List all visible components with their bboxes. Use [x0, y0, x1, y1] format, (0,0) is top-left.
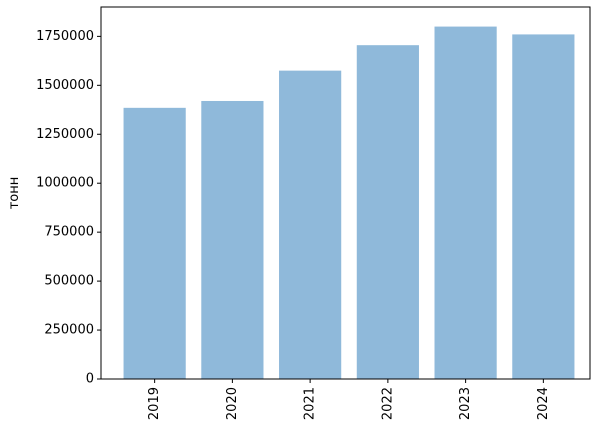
y-tick-label: 250000 [44, 323, 94, 338]
y-tick-label: 500000 [44, 274, 94, 289]
bar [434, 26, 497, 379]
bar [201, 100, 264, 380]
x-tick-label: 2021 [303, 387, 318, 420]
y-tick-label: 0 [86, 372, 94, 387]
bar [279, 70, 342, 379]
y-tick-label: 1500000 [36, 78, 94, 93]
plot-frame [100, 6, 591, 380]
bar [356, 45, 419, 379]
y-tick-label: 750000 [44, 225, 94, 240]
y-tick-label: 1000000 [36, 176, 94, 191]
x-tick-label: 2019 [147, 387, 162, 420]
y-tick-label: 1250000 [36, 127, 94, 142]
bar [123, 107, 186, 380]
y-axis-label: тонн [7, 177, 22, 210]
x-tick-label: 2023 [458, 387, 473, 420]
x-tick-label: 2024 [536, 387, 551, 420]
bar [512, 34, 575, 380]
y-tick-label: 1750000 [36, 29, 94, 44]
x-tick-label: 2020 [225, 387, 240, 420]
x-tick-label: 2022 [380, 387, 395, 420]
